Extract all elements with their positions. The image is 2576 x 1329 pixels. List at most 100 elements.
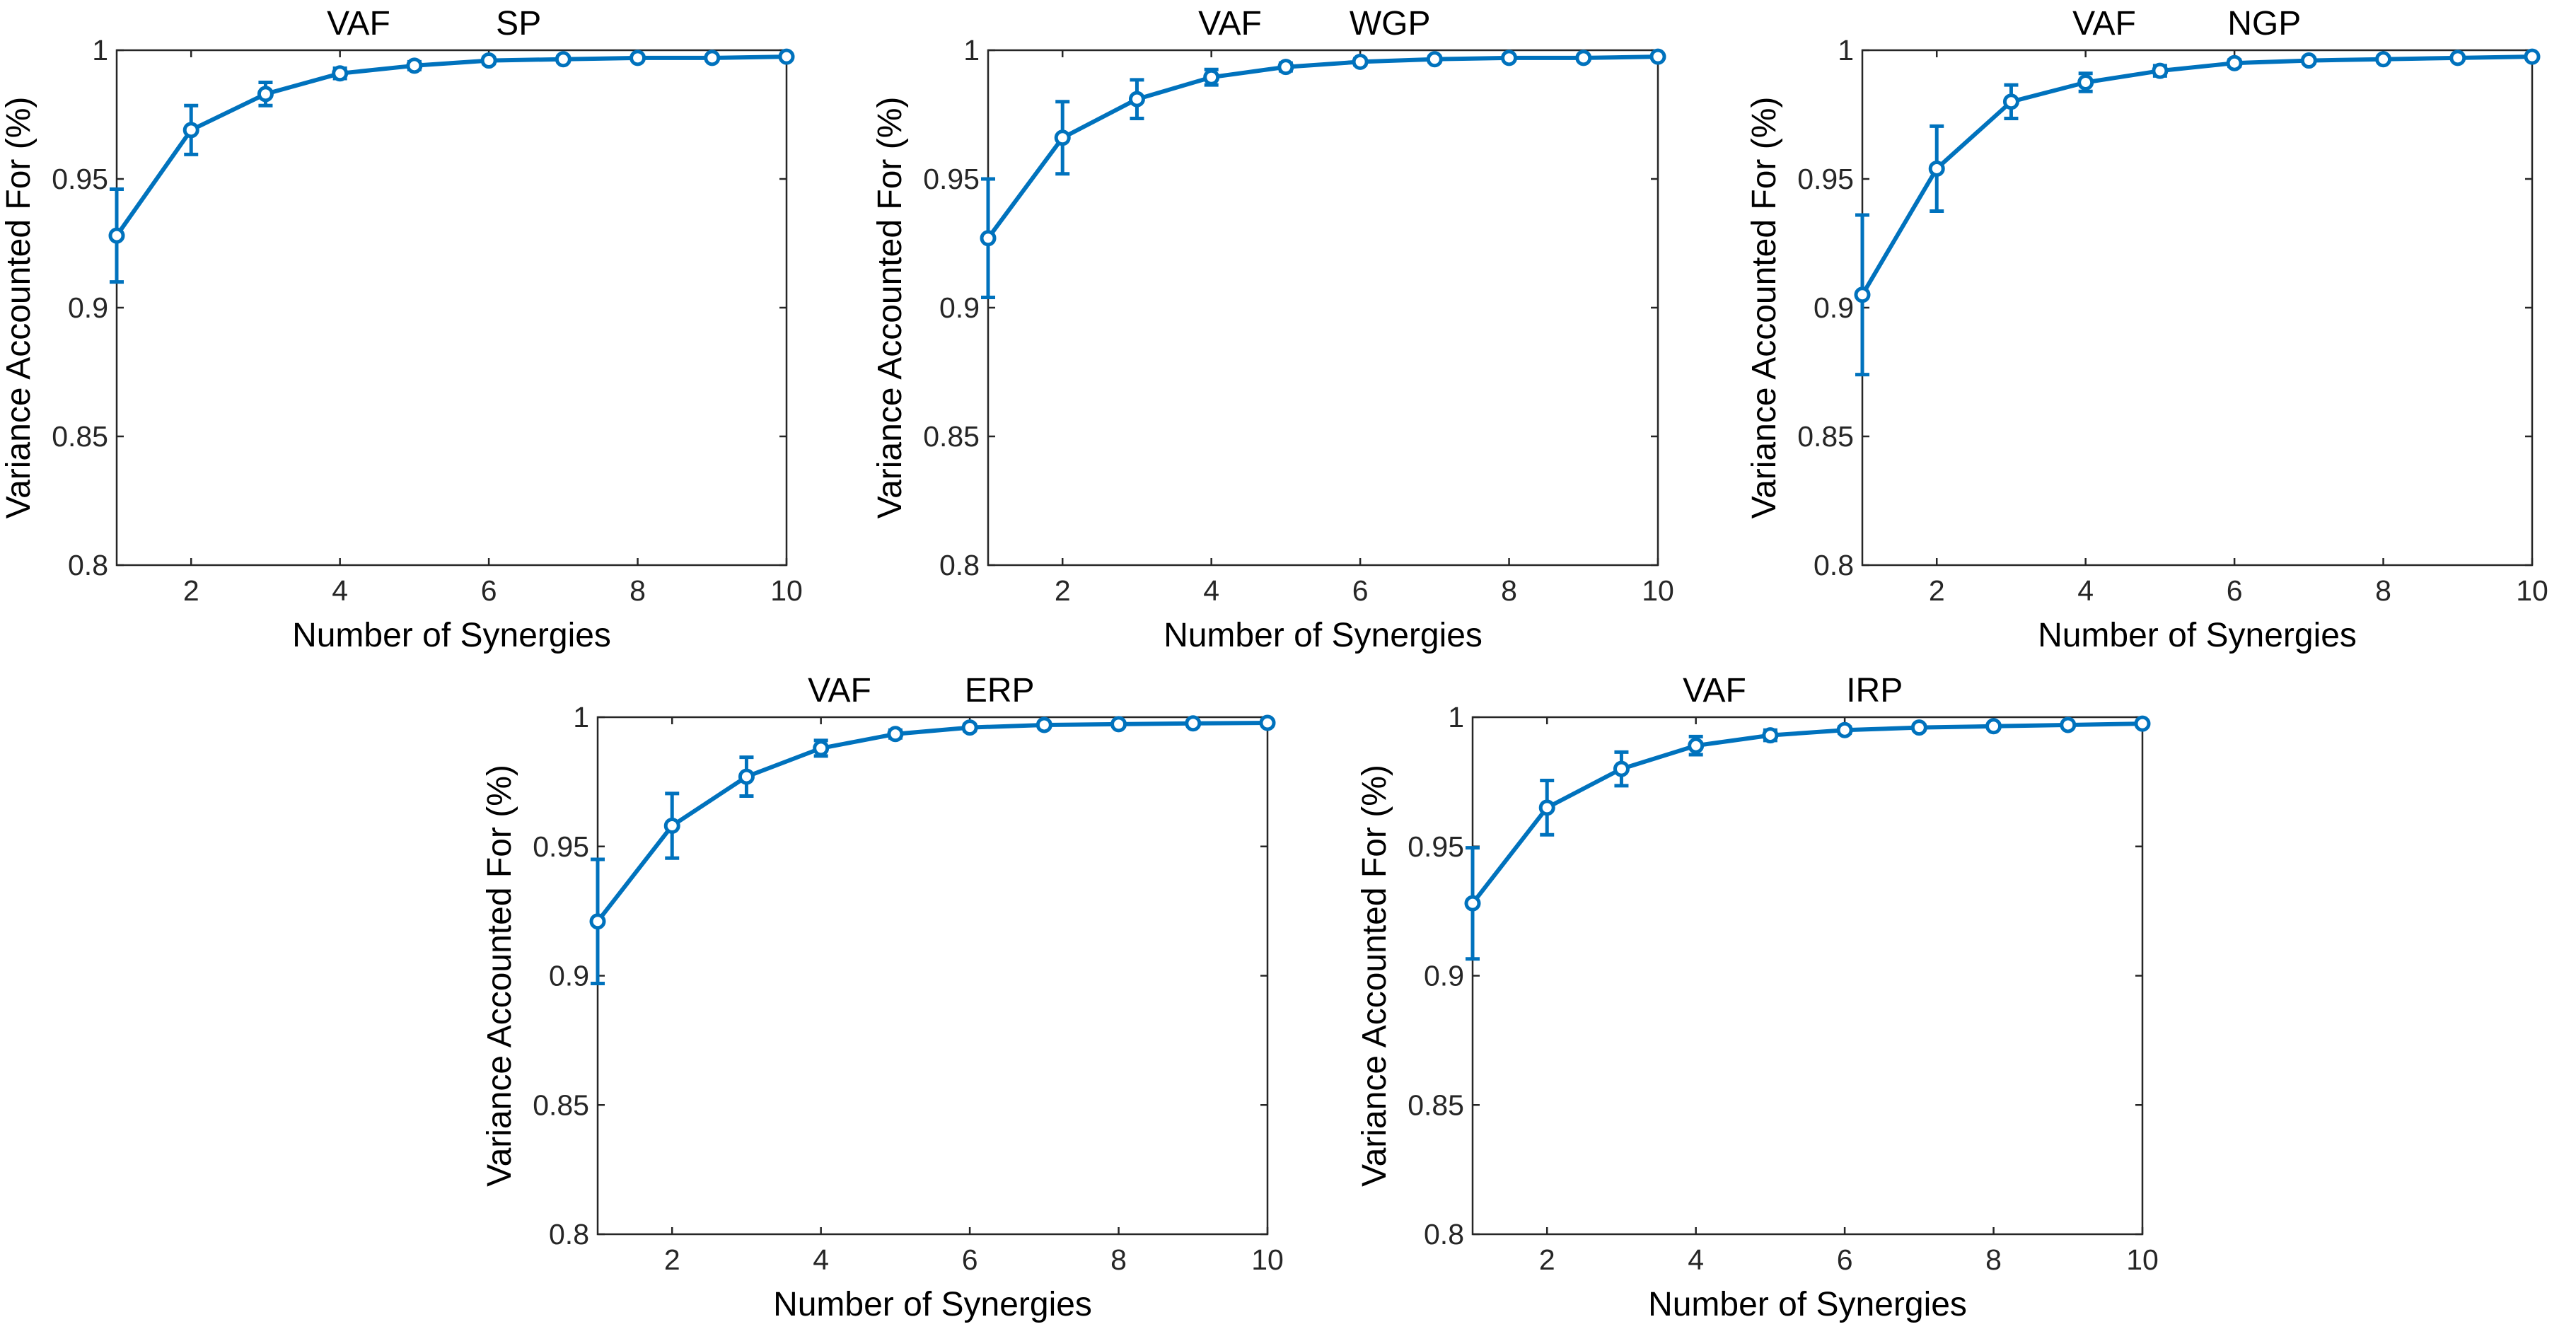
chart-title-right: SP [496, 5, 541, 42]
y-tick-label: 0.9 [1424, 960, 1464, 992]
chart-title-left: VAF [1683, 672, 1746, 709]
x-tick-label: 2 [1929, 574, 1945, 607]
data-point [2060, 716, 2077, 733]
data-point [1836, 721, 1853, 738]
data-point [406, 57, 423, 74]
series-line [115, 54, 787, 237]
x-tick-label: 10 [1642, 574, 1674, 607]
chart-title-left: VAF [327, 5, 390, 42]
data-point [1762, 727, 1779, 744]
data-point [1854, 286, 1871, 303]
x-tick-label: 8 [1501, 574, 1517, 607]
data-point [961, 719, 978, 736]
y-axis-label: Variance Accounted For (%) [1746, 97, 1783, 519]
x-tick-label: 6 [2227, 574, 2243, 607]
x-axis-label: Number of Synergies [2038, 617, 2357, 654]
y-tick-label: 0.9 [549, 960, 589, 992]
x-tick-label: 2 [1055, 574, 1071, 607]
y-axis-label: Variance Accounted For (%) [871, 97, 909, 519]
data-point [980, 230, 997, 247]
data-point [1464, 895, 1481, 912]
y-tick-label: 0.9 [1814, 291, 1854, 324]
y-tick-label: 0.85 [52, 420, 108, 453]
data-point [1035, 716, 1052, 733]
y-tick-label: 0.95 [1408, 830, 1464, 863]
data-point [1910, 719, 1927, 736]
y-tick-label: 0.8 [68, 549, 108, 581]
data-point [1352, 53, 1369, 70]
data-point [813, 740, 830, 757]
y-tick-label: 0.9 [68, 291, 108, 324]
y-tick-label: 0.8 [1424, 1218, 1464, 1250]
data-point [778, 48, 795, 65]
data-point [1501, 50, 1518, 66]
data-point [2375, 51, 2392, 68]
y-tick-label: 0.85 [1408, 1089, 1464, 1121]
chart-title-left: VAF [2072, 5, 2136, 42]
series-line [1860, 54, 2533, 296]
x-tick-label: 10 [2516, 574, 2548, 607]
x-tick-label: 4 [2077, 574, 2094, 607]
x-tick-label: 6 [1352, 574, 1369, 607]
y-tick-label: 0.85 [533, 1089, 589, 1121]
data-point [1985, 718, 2002, 735]
chart-panel-5: 0.8 0.85 0.9 0.95 1 2 4 6 8 10 Number of Synergies… [1356, 672, 2159, 1323]
x-tick-label: 8 [1985, 1243, 2002, 1276]
data-point [555, 51, 572, 68]
data-point [257, 86, 274, 103]
x-tick-label: 8 [2375, 574, 2391, 607]
data-point [2226, 54, 2243, 71]
y-tick-label: 0.95 [52, 163, 108, 195]
x-tick-label: 6 [962, 1243, 978, 1276]
x-tick-label: 4 [813, 1243, 829, 1276]
data-point [1110, 716, 1127, 733]
data-point [1185, 715, 1202, 732]
chart-title-right: NGP [2227, 5, 2301, 42]
chart-title-left: VAF [808, 672, 871, 709]
data-point [2002, 93, 2019, 110]
y-tick-label: 0.85 [1797, 420, 1854, 453]
series-line [1470, 721, 2143, 905]
x-tick-label: 4 [1688, 1243, 1704, 1276]
x-tick-label: 4 [332, 574, 348, 607]
chart-panel-1: 0.8 0.85 0.9 0.95 1 2 4 6 8 10 Number of Synergies… [0, 5, 803, 654]
y-tick-label: 0.8 [549, 1218, 589, 1250]
chart-title-right: IRP [1846, 672, 1903, 709]
x-tick-label: 10 [2126, 1243, 2159, 1276]
data-point [1426, 51, 1443, 68]
x-tick-label: 8 [630, 574, 646, 607]
x-tick-label: 6 [481, 574, 497, 607]
y-tick-label: 1 [1448, 701, 1464, 733]
x-axis-label: Number of Synergies [1164, 617, 1483, 654]
x-tick-label: 10 [1251, 1243, 1284, 1276]
x-tick-label: 4 [1203, 574, 1219, 607]
x-axis-label: Number of Synergies [292, 617, 611, 654]
x-tick-label: 2 [183, 574, 199, 607]
data-point [2300, 52, 2317, 69]
data-point [1538, 799, 1555, 816]
data-point [1128, 91, 1145, 108]
data-point [2524, 48, 2541, 65]
data-point [2134, 715, 2151, 732]
y-axis-label: Variance Accounted For (%) [481, 765, 518, 1187]
data-point [589, 913, 606, 930]
y-tick-label: 0.9 [939, 291, 980, 324]
y-tick-label: 1 [963, 34, 980, 66]
data-point [182, 122, 199, 139]
chart-panel-3: 0.8 0.85 0.9 0.95 1 2 4 6 8 10 Number of Synergies… [1746, 5, 2548, 654]
y-tick-label: 1 [573, 701, 589, 733]
data-point [738, 768, 755, 785]
data-point [1613, 760, 1630, 777]
data-point [480, 52, 497, 69]
chart-panel-4: 0.8 0.85 0.9 0.95 1 2 4 6 8 10 Number of Synergies… [481, 672, 1284, 1323]
y-tick-label: 0.8 [939, 549, 980, 581]
data-point [2077, 74, 2094, 91]
x-tick-label: 2 [664, 1243, 680, 1276]
data-point [1259, 714, 1276, 731]
x-tick-label: 10 [770, 574, 803, 607]
y-axis-label: Variance Accounted For (%) [1356, 765, 1393, 1187]
data-point [1203, 69, 1220, 86]
data-point [1688, 737, 1705, 754]
axes-frame [596, 716, 1269, 1236]
